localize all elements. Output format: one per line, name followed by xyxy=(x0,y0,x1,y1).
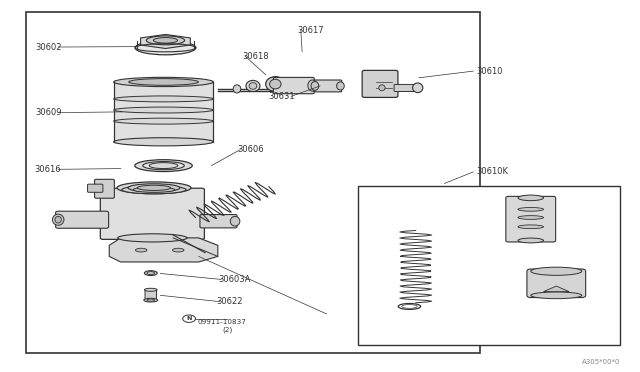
FancyBboxPatch shape xyxy=(95,179,115,198)
Ellipse shape xyxy=(531,267,582,275)
Ellipse shape xyxy=(135,41,196,55)
Ellipse shape xyxy=(246,80,260,92)
FancyBboxPatch shape xyxy=(314,80,342,92)
FancyBboxPatch shape xyxy=(145,290,157,301)
Text: 30616: 30616 xyxy=(35,165,61,174)
Ellipse shape xyxy=(147,36,184,45)
Ellipse shape xyxy=(143,161,184,170)
Ellipse shape xyxy=(122,186,186,194)
Text: 30602: 30602 xyxy=(35,42,61,51)
Text: 30618: 30618 xyxy=(242,52,269,61)
Text: 30631: 30631 xyxy=(268,92,294,101)
FancyBboxPatch shape xyxy=(362,70,398,97)
Text: 30606: 30606 xyxy=(237,145,264,154)
Ellipse shape xyxy=(129,78,198,85)
Ellipse shape xyxy=(114,107,213,113)
Ellipse shape xyxy=(379,85,385,91)
Ellipse shape xyxy=(114,138,213,146)
Ellipse shape xyxy=(145,271,157,276)
Text: 30610: 30610 xyxy=(476,67,503,76)
Ellipse shape xyxy=(135,160,192,171)
Ellipse shape xyxy=(117,182,191,194)
Text: A305*00*0: A305*00*0 xyxy=(582,359,620,365)
Ellipse shape xyxy=(145,288,157,291)
Ellipse shape xyxy=(518,195,543,201)
Ellipse shape xyxy=(147,272,155,275)
Ellipse shape xyxy=(266,77,285,92)
Polygon shape xyxy=(543,286,569,292)
Polygon shape xyxy=(141,35,190,48)
Ellipse shape xyxy=(147,299,155,301)
FancyBboxPatch shape xyxy=(114,82,213,142)
FancyBboxPatch shape xyxy=(506,196,556,242)
Ellipse shape xyxy=(133,187,175,192)
Ellipse shape xyxy=(138,185,171,190)
Ellipse shape xyxy=(154,38,177,43)
FancyBboxPatch shape xyxy=(200,215,237,228)
FancyBboxPatch shape xyxy=(394,84,419,92)
Ellipse shape xyxy=(233,85,241,93)
Ellipse shape xyxy=(249,83,257,89)
Ellipse shape xyxy=(173,248,184,252)
Ellipse shape xyxy=(518,225,543,229)
Ellipse shape xyxy=(518,238,543,243)
Text: (2): (2) xyxy=(222,327,232,333)
Ellipse shape xyxy=(114,96,213,102)
Text: N: N xyxy=(186,316,192,321)
Ellipse shape xyxy=(337,82,344,90)
Ellipse shape xyxy=(518,208,543,211)
Ellipse shape xyxy=(136,248,147,252)
Ellipse shape xyxy=(144,298,158,302)
Ellipse shape xyxy=(52,214,64,225)
Ellipse shape xyxy=(118,234,187,242)
Polygon shape xyxy=(109,238,218,262)
Ellipse shape xyxy=(128,184,180,192)
Ellipse shape xyxy=(531,292,582,299)
Ellipse shape xyxy=(114,118,213,124)
FancyBboxPatch shape xyxy=(56,211,109,228)
Ellipse shape xyxy=(114,77,213,87)
Ellipse shape xyxy=(402,305,417,308)
Ellipse shape xyxy=(230,217,240,226)
Ellipse shape xyxy=(269,79,281,89)
Ellipse shape xyxy=(55,217,61,223)
Text: 09911-10837: 09911-10837 xyxy=(197,319,246,325)
FancyBboxPatch shape xyxy=(88,184,103,192)
FancyBboxPatch shape xyxy=(273,77,314,94)
FancyBboxPatch shape xyxy=(527,269,586,298)
Ellipse shape xyxy=(308,80,317,91)
Ellipse shape xyxy=(311,81,319,90)
Ellipse shape xyxy=(413,83,423,93)
Text: 30622: 30622 xyxy=(216,297,243,306)
Bar xyxy=(26,12,479,353)
Ellipse shape xyxy=(518,216,543,219)
Text: 30603A: 30603A xyxy=(218,275,250,284)
Bar xyxy=(358,186,620,345)
Ellipse shape xyxy=(149,163,178,169)
Text: 30617: 30617 xyxy=(298,26,324,35)
Text: 30610K: 30610K xyxy=(476,167,508,176)
Text: 30609: 30609 xyxy=(35,108,61,117)
FancyBboxPatch shape xyxy=(100,188,204,239)
